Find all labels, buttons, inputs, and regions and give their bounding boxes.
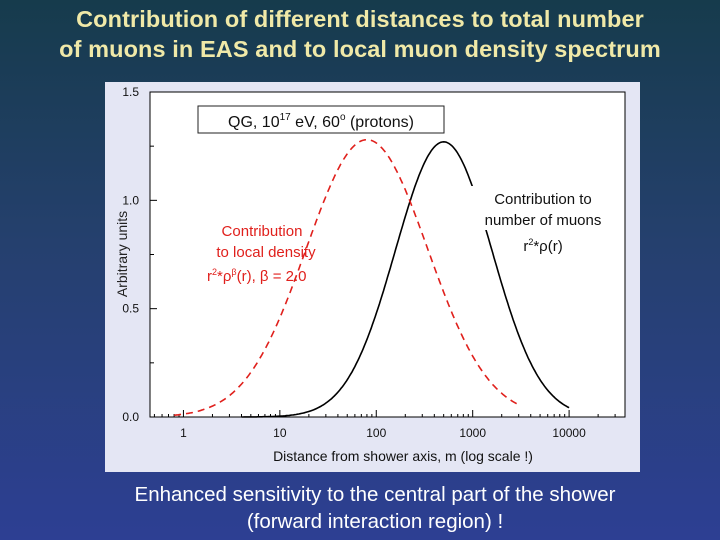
- x-tick-label: 100: [366, 426, 386, 440]
- slide-title-line-1: Contribution of different distances to t…: [76, 6, 644, 32]
- density-label-formula: r2*ρβ(r), β = 2.0: [207, 267, 306, 285]
- muon-contribution-chart: 1 10 100 1000 10000 0.0 0.5 1.0 1.5 Arbitrary u…: [114, 85, 626, 464]
- y-axis-label: Arbitrary units: [114, 211, 130, 297]
- density-label-line-2: to local density: [216, 244, 316, 261]
- x-tick-label: 10000: [552, 426, 586, 440]
- density-formula-beta: β: [231, 267, 236, 277]
- header-box-text: QG, 1017 eV, 60o (protons): [228, 112, 414, 131]
- density-formula-rho: *ρ: [217, 268, 231, 285]
- slide-caption: Enhanced sensitivity to the central part…: [0, 481, 720, 535]
- number-formula-r: r: [523, 238, 528, 255]
- density-label-line-1: Contribution: [222, 223, 303, 240]
- plot-frame: [149, 91, 626, 418]
- density-series-label: Contribution to local density r2*ρβ(r), …: [207, 223, 316, 285]
- number-label-line-2: number of muons: [485, 212, 602, 229]
- header-box: QG, 1017 eV, 60o (protons): [197, 105, 445, 134]
- caption-line-1: Enhanced sensitivity to the central part…: [134, 483, 616, 506]
- number-label-background: [470, 186, 618, 230]
- caption-line-2: (forward interaction region) !: [246, 510, 504, 533]
- slide-title-line-2: of muons in EAS and to local muon densit…: [59, 36, 661, 62]
- header-suffix: (protons): [346, 114, 414, 131]
- y-tick-label: 0.5: [122, 302, 139, 316]
- density-formula-r: r: [207, 268, 212, 285]
- header-exponent: 17: [280, 112, 292, 123]
- x-tick-label: 1: [180, 426, 187, 440]
- y-tick-label: 0.0: [122, 410, 139, 424]
- x-tick-label: 1000: [459, 426, 486, 440]
- y-tick-label: 1.0: [122, 193, 139, 207]
- chart-panel: 1 10 100 1000 10000 0.0 0.5 1.0 1.5 Arbitrary u…: [105, 82, 640, 472]
- x-axis-label: Distance from shower axis, m (log scale …: [273, 448, 533, 464]
- number-formula-exponent: 2: [528, 237, 533, 247]
- number-series-label: Contribution to number of muons r2*ρ(r): [470, 186, 618, 255]
- number-formula-rest: *ρ(r): [533, 238, 562, 255]
- x-tick-label: 10: [273, 426, 287, 440]
- number-label-formula: r2*ρ(r): [523, 237, 562, 255]
- y-tick-label: 1.5: [122, 85, 139, 99]
- slide-title: Contribution of different distances to t…: [0, 4, 720, 64]
- header-degree: o: [340, 112, 346, 123]
- header-middle: eV, 60: [291, 114, 340, 131]
- density-curve: [174, 138, 520, 416]
- header-prefix: QG, 10: [228, 114, 280, 131]
- density-formula-exponent: 2: [212, 267, 217, 277]
- x-axis: 1 10 100 1000 10000: [153, 410, 616, 440]
- plot-series: [174, 138, 570, 418]
- density-formula-rest: (r), β = 2.0: [237, 268, 307, 285]
- number-label-line-1: Contribution to: [494, 191, 592, 208]
- y-axis: 0.0 0.5 1.0 1.5: [122, 85, 157, 424]
- number-curve: [241, 140, 570, 418]
- header-box-frame: [197, 105, 445, 134]
